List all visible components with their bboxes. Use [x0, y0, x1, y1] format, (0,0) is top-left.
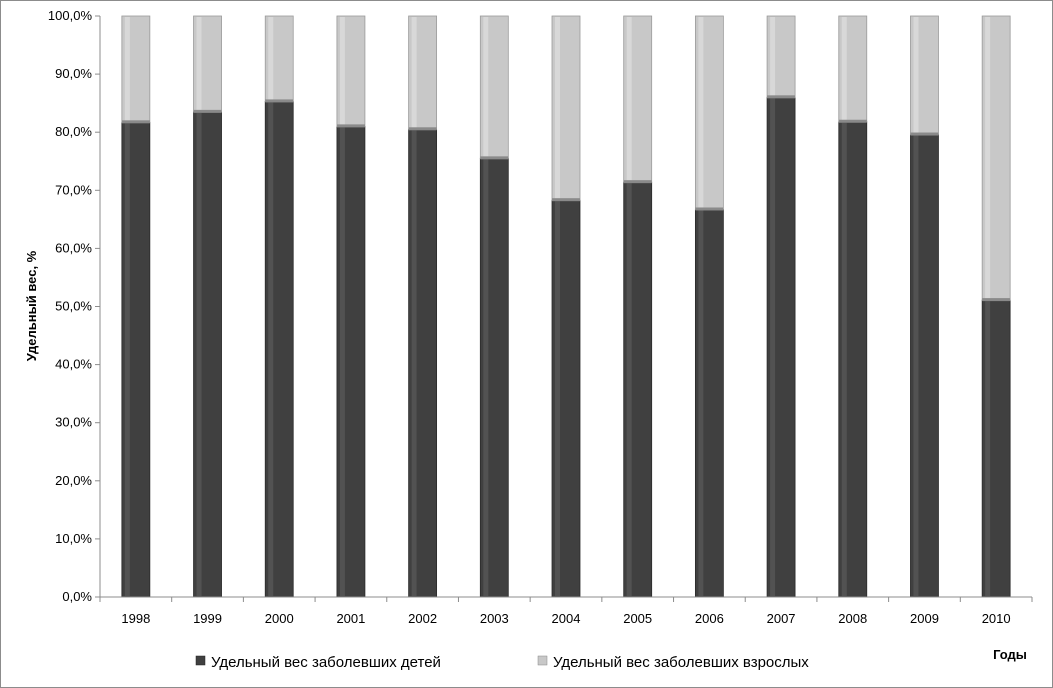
y-tick-label: 60,0% — [55, 240, 92, 255]
x-tick-label: 2002 — [408, 611, 437, 626]
bar-boundary-2005 — [623, 180, 652, 184]
x-axis: 1998 1999 2000 2001 2002 2003 2004 2005 2006 2007… — [99, 597, 1033, 626]
y-tick-label: 40,0% — [55, 357, 92, 372]
legend: Удельный вес заболевших детей Удельный в… — [195, 654, 809, 671]
bar-highlight — [841, 17, 847, 121]
y-tick-label: 30,0% — [55, 415, 92, 430]
bar-boundary-2000 — [265, 99, 294, 103]
bar-highlight — [698, 210, 704, 596]
y-tick-label: 100,0% — [48, 8, 93, 23]
x-tick-label: 2006 — [695, 611, 724, 626]
x-tick-label: 2009 — [910, 611, 939, 626]
y-tick-label: 70,0% — [55, 182, 92, 197]
y-tick-label: 80,0% — [55, 124, 92, 139]
bar-highlight — [196, 112, 202, 597]
bar-highlight — [483, 17, 489, 158]
bar-boundary-2001 — [336, 124, 365, 128]
bar-boundary-2003 — [480, 156, 509, 160]
legend-swatch-adults — [537, 655, 548, 666]
bar-highlight — [770, 17, 776, 97]
bar-highlight — [483, 159, 489, 596]
bar-highlight — [626, 17, 632, 182]
bar-highlight — [268, 102, 274, 597]
y-tick-label: 0,0% — [62, 589, 92, 604]
axis-lines — [99, 16, 1032, 598]
x-tick-label: 2001 — [336, 611, 365, 626]
bar-boundary-2010 — [982, 298, 1011, 302]
bar-boundary-2004 — [552, 198, 580, 202]
bar-highlight — [770, 98, 776, 596]
bar-highlight — [913, 17, 919, 134]
bar-highlight — [196, 17, 202, 111]
x-tick-label: 2004 — [552, 611, 581, 626]
bar-boundary-1999 — [193, 109, 222, 113]
x-tick-label: 2005 — [623, 611, 652, 626]
bar-highlight — [411, 130, 417, 597]
x-tick-label: 2008 — [838, 611, 867, 626]
bar-highlight — [841, 122, 847, 596]
bar-highlight — [555, 17, 560, 200]
bar-highlight — [698, 17, 704, 209]
y-tick-label: 90,0% — [55, 66, 92, 81]
bar-highlight — [411, 17, 417, 129]
bar-highlight — [913, 135, 919, 597]
bar-highlight — [626, 183, 632, 596]
bar-boundary-2006 — [695, 207, 724, 211]
bar-highlight — [124, 123, 130, 596]
legend-label-adults: Удельный вес заболевших взрослых — [553, 654, 809, 671]
y-tick-label: 10,0% — [55, 531, 92, 546]
bars — [121, 15, 1011, 598]
y-axis: 0,0% 10,0% 20,0% 30,0% 40,0% 50,0% 60,0% 70,0% 8… — [48, 8, 100, 604]
bar-highlight — [985, 17, 991, 300]
bar-boundary-2008 — [838, 119, 867, 123]
y-tick-label: 20,0% — [55, 473, 92, 488]
y-tick-label: 50,0% — [55, 299, 92, 314]
x-axis-title: Годы — [993, 647, 1027, 662]
bar-highlight — [555, 201, 560, 596]
bar-highlight — [268, 17, 274, 101]
x-tick-label: 2010 — [982, 611, 1011, 626]
y-axis-title: Удельный вес, % — [24, 250, 39, 361]
bar-boundary-2007 — [767, 95, 796, 99]
legend-label-children: Удельный вес заболевших детей — [211, 654, 441, 671]
legend-swatch-children — [195, 655, 206, 666]
bar-highlight — [124, 17, 130, 122]
x-tick-label: 2003 — [480, 611, 509, 626]
bar-boundary-2009 — [910, 132, 939, 136]
bar-highlight — [339, 17, 345, 126]
bar-highlight — [985, 301, 991, 596]
bar-boundary-2002 — [408, 127, 437, 131]
x-tick-label: 2007 — [767, 611, 796, 626]
x-tick-label: 1998 — [121, 611, 150, 626]
bar-highlight — [339, 127, 345, 596]
x-tick-label: 1999 — [193, 611, 222, 626]
bar-boundary-1998 — [121, 120, 150, 124]
x-tick-label: 2000 — [265, 611, 294, 626]
